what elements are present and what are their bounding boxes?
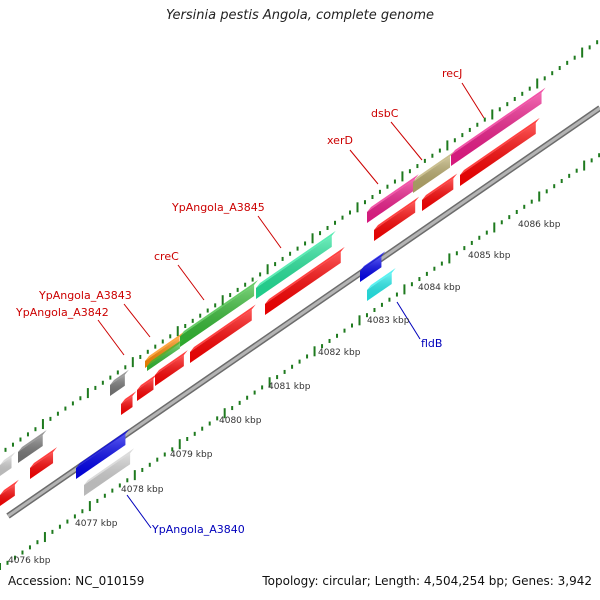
cds-block-shade xyxy=(374,201,416,241)
leader-line xyxy=(396,301,421,340)
gene-crec-top xyxy=(180,279,259,336)
gene-crec-shade xyxy=(180,284,255,347)
gene-ypangola-a3842-shade xyxy=(147,343,180,371)
accession-text: Accession: NC_010159 xyxy=(8,574,145,588)
gene-fldb-shade xyxy=(367,272,392,301)
cds-block-top xyxy=(155,350,188,375)
gene-xerd-shade xyxy=(367,179,415,223)
gene-blue-a-top xyxy=(360,251,386,271)
ruler-label: 4083 kbp xyxy=(367,316,410,326)
leader-line xyxy=(126,494,152,529)
gene-grey-a-top xyxy=(110,369,129,385)
ruler-label: 4076 kbp xyxy=(8,556,51,566)
leader-line xyxy=(257,215,282,249)
cds-block-shade xyxy=(265,251,341,315)
leader-line xyxy=(177,264,205,301)
gene-label-crec: creC xyxy=(154,250,179,263)
gene-features xyxy=(0,87,546,506)
ruler-label: 4085 kbp xyxy=(468,251,511,261)
cds-block-top xyxy=(265,246,345,304)
ruler-tracks xyxy=(0,40,600,570)
cds-block-top xyxy=(121,391,137,404)
gene-grey-rev-shade xyxy=(84,453,131,496)
cds-block-shade xyxy=(190,309,252,363)
gene-recj-shade xyxy=(451,92,542,166)
gene-ypangola-a3842-top xyxy=(147,338,184,366)
gene-label-xerd: xerD xyxy=(327,134,353,147)
gene-dsbc-shade xyxy=(413,156,451,193)
genome-summary-text: Topology: circular; Length: 4,504,254 bp… xyxy=(262,574,592,588)
map-title: Yersinia pestis Angola, complete genome xyxy=(166,8,434,23)
ruler-label: 4084 kbp xyxy=(418,283,461,293)
cds-block-shade xyxy=(422,178,454,211)
cds-block-shade xyxy=(137,378,154,401)
cds-block-top xyxy=(137,373,158,390)
cds-block-shade xyxy=(155,355,184,386)
gene-grey-b-shade xyxy=(18,434,43,463)
gene-recj-top xyxy=(451,87,546,155)
gene-grey-rev-top xyxy=(84,448,135,485)
cds-block-shade xyxy=(121,396,133,415)
ruler-label: 4086 kbp xyxy=(518,220,561,230)
gene-label-dsbc: dsbC xyxy=(371,107,399,120)
map-graphic: recJ dsbC xerD YpAngola_A3845 creC YpAng… xyxy=(0,40,600,570)
gene-grey-a-shade xyxy=(110,374,125,396)
cds-block-top xyxy=(0,479,19,495)
label-leader-lines xyxy=(97,82,485,529)
leader-line xyxy=(390,121,423,161)
cds-block-shade xyxy=(0,484,15,506)
gene-ypangola-a3843-top xyxy=(145,332,184,361)
leader-line xyxy=(123,303,151,338)
ruler-label: 4080 kbp xyxy=(219,416,262,426)
leader-line xyxy=(461,82,485,119)
gene-grey-left-top xyxy=(0,452,16,465)
gene-ypangola-a3845-top xyxy=(256,230,336,288)
ruler-label: 4081 kbp xyxy=(268,382,311,392)
cds-block-shade xyxy=(460,122,536,186)
ruler-label: 4082 kbp xyxy=(318,348,361,358)
gene-label-a3845: YpAngola_A3845 xyxy=(171,201,265,214)
gene-xerd-top xyxy=(367,174,419,212)
gene-dsbc-top xyxy=(413,151,455,182)
gene-label-recj: recJ xyxy=(442,67,462,80)
ruler-label-group: 4076 kbp 4077 kbp 4078 kbp 4079 kbp 4080… xyxy=(8,220,561,566)
leader-line xyxy=(349,149,379,185)
leader-line xyxy=(97,319,125,356)
gene-label-a3840: YpAngola_A3840 xyxy=(151,523,245,536)
gene-blue-a-shade xyxy=(360,256,382,282)
cds-block-shade xyxy=(30,452,54,479)
cds-block-top xyxy=(30,447,58,468)
cds-block-top xyxy=(190,304,256,352)
gene-grey-left-shade xyxy=(0,457,12,476)
gene-ypangola-a3840-shade xyxy=(76,433,126,479)
gene-label-a3842: YpAngola_A3842 xyxy=(15,306,109,319)
ruler-label: 4078 kbp xyxy=(121,485,164,495)
gene-grey-b-top xyxy=(18,429,47,452)
cds-block-top xyxy=(460,117,540,175)
gene-label-a3843: YpAngola_A3843 xyxy=(38,289,132,302)
gene-label-fldb: fldB xyxy=(421,337,442,350)
gene-fldb-top xyxy=(367,267,396,290)
gene-label-group: recJ dsbC xerD YpAngola_A3845 creC YpAng… xyxy=(15,67,462,536)
cds-block-top xyxy=(422,173,458,200)
gene-ypangola-a3845-shade xyxy=(256,235,332,299)
ruler-label: 4077 kbp xyxy=(75,519,118,529)
cds-block-top xyxy=(374,196,420,230)
gene-ypangola-a3840-top xyxy=(76,428,130,468)
ruler-label: 4079 kbp xyxy=(170,450,213,460)
